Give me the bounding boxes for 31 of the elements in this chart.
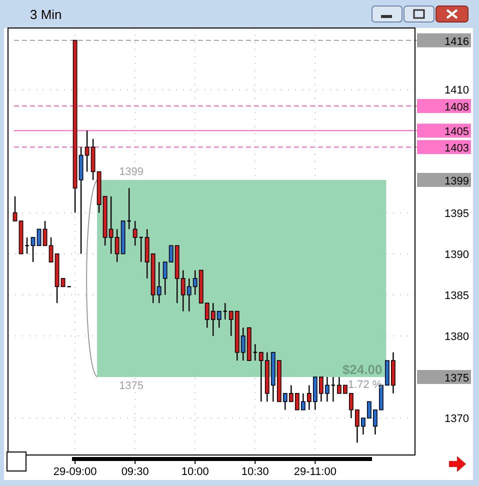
x-tick-label: 09:30 [121,466,149,478]
y-tick-label: 1390 [444,248,469,261]
candlestick [132,220,138,246]
ref-line-label: 1405 [444,126,469,138]
y-tick-label: 1370 [444,413,469,426]
x-tick-label: 10:30 [241,466,269,478]
candlestick [330,376,336,402]
x-tick-label: 29-11:00 [294,466,336,478]
annotation: 1375 [119,380,144,392]
y-tick-label: 1395 [444,208,469,220]
candlestick [42,220,48,246]
text: 1375 [444,372,469,384]
ref-line-label: 1408 [444,102,469,114]
candlestick [30,236,36,263]
candlestick [24,236,30,254]
annotation: 1399 [119,166,144,178]
chart-title: 3 Min [30,7,62,22]
candlestick [48,236,54,263]
x-tick-label: 10:00 [181,466,209,478]
y-tick-label: 1385 [444,290,469,302]
candlestick [36,228,42,246]
ref-line-label: 1403 [444,142,469,155]
candlestick [222,302,228,320]
annotation: $24.00 [342,362,382,377]
candlestick [12,196,18,222]
y-tick-label: 1410 [444,84,469,97]
ref-line-label: 1416 [444,36,469,48]
y-tick-label: 1380 [444,330,469,343]
annotation: 1.72 % [348,378,382,391]
text: 1399 [444,175,469,188]
x-tick-label: 29-09:00 [53,466,97,478]
